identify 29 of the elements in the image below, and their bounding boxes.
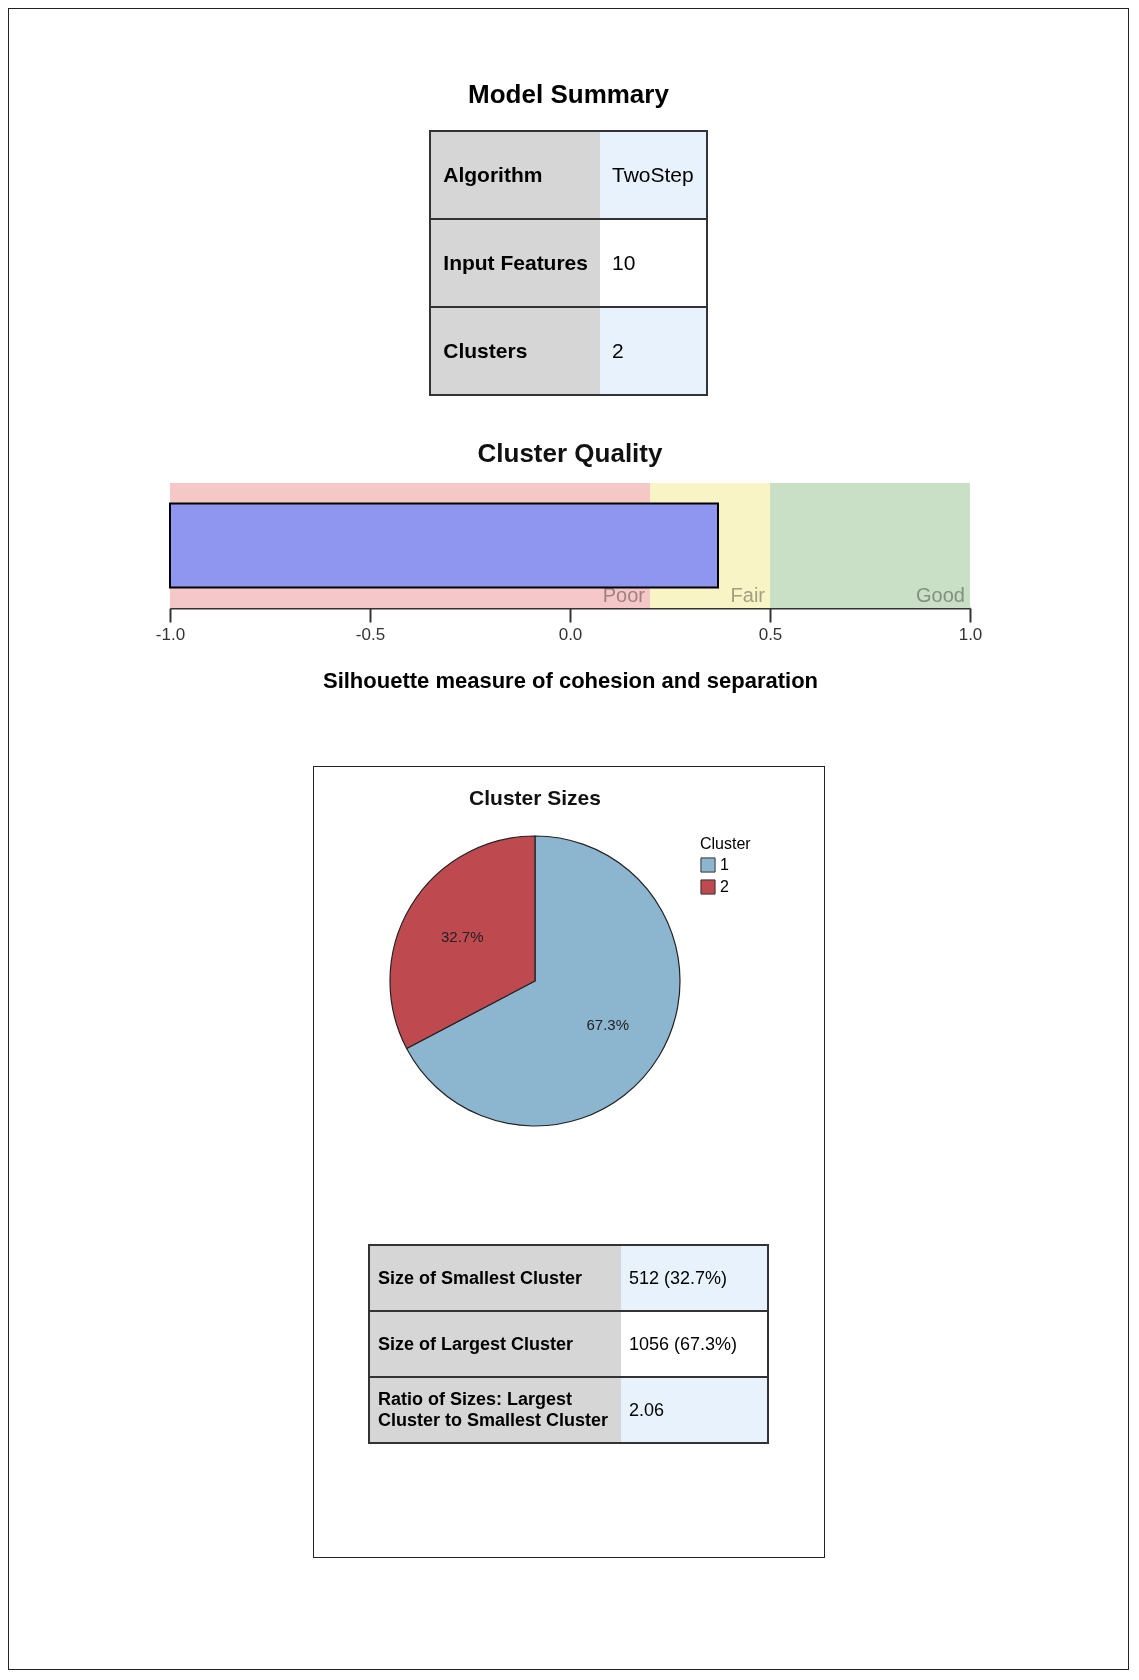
legend-label: 2 bbox=[719, 878, 729, 895]
text: 512 (32.7%) bbox=[621, 1245, 768, 1311]
text: Model Summary bbox=[467, 79, 670, 110]
data-label: 32.7% bbox=[440, 928, 484, 946]
text: Clusters bbox=[430, 307, 600, 395]
text: Algorithm bbox=[430, 131, 600, 219]
text: Ratio of Sizes: Largest Cluster to Smallest Cluster bbox=[369, 1377, 621, 1443]
text: Size of Smallest Cluster bbox=[369, 1245, 621, 1311]
chart-title: Cluster Quality bbox=[477, 438, 663, 468]
x-tick-label: -1.0 bbox=[155, 624, 186, 644]
chart-title: Cluster Sizes bbox=[468, 785, 601, 809]
band-label: Good bbox=[916, 584, 965, 606]
legend-label: 1 bbox=[719, 856, 729, 873]
text: TwoStep bbox=[599, 131, 707, 219]
x-tick-label: 1.0 bbox=[958, 624, 983, 644]
text: Input Features bbox=[430, 219, 600, 307]
x-axis-title: Silhouette measure of cohesion and separation bbox=[322, 667, 819, 693]
data-label: 67.3% bbox=[585, 1015, 629, 1033]
text: 1056 (67.3%) bbox=[621, 1311, 768, 1377]
x-tick-label: 0.5 bbox=[758, 624, 783, 644]
band-label: Fair bbox=[730, 584, 766, 606]
text: 10 bbox=[599, 219, 707, 307]
band-label: Poor bbox=[602, 584, 646, 606]
text: 2 bbox=[599, 307, 707, 395]
text: Size of Largest Cluster bbox=[369, 1311, 621, 1377]
x-tick-label: 0.0 bbox=[558, 624, 583, 644]
x-tick-label: -0.5 bbox=[355, 624, 386, 644]
text: 2.06 bbox=[621, 1377, 768, 1443]
legend-title: Cluster bbox=[699, 835, 751, 852]
